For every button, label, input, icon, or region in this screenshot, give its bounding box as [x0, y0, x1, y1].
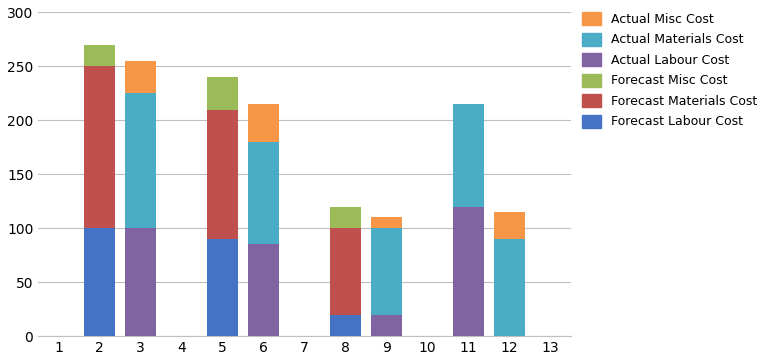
Bar [248, 142, 279, 244]
Bar [371, 315, 402, 336]
Bar [84, 66, 115, 228]
Bar [330, 315, 361, 336]
Bar [371, 228, 402, 315]
Bar [207, 239, 238, 336]
Bar [371, 218, 402, 228]
Bar [207, 77, 238, 110]
Bar [453, 207, 483, 336]
Bar [125, 93, 156, 228]
Bar [248, 244, 279, 336]
Legend: Actual Misc Cost, Actual Materials Cost, Actual Labour Cost, Forecast Misc Cost,: Actual Misc Cost, Actual Materials Cost,… [582, 12, 757, 129]
Bar [84, 45, 115, 66]
Bar [330, 228, 361, 315]
Bar [330, 207, 361, 228]
Bar [453, 104, 483, 207]
Bar [125, 61, 156, 93]
Bar [494, 239, 525, 336]
Bar [207, 110, 238, 239]
Bar [84, 228, 115, 336]
Bar [494, 212, 525, 239]
Bar [125, 228, 156, 336]
Bar [248, 104, 279, 142]
